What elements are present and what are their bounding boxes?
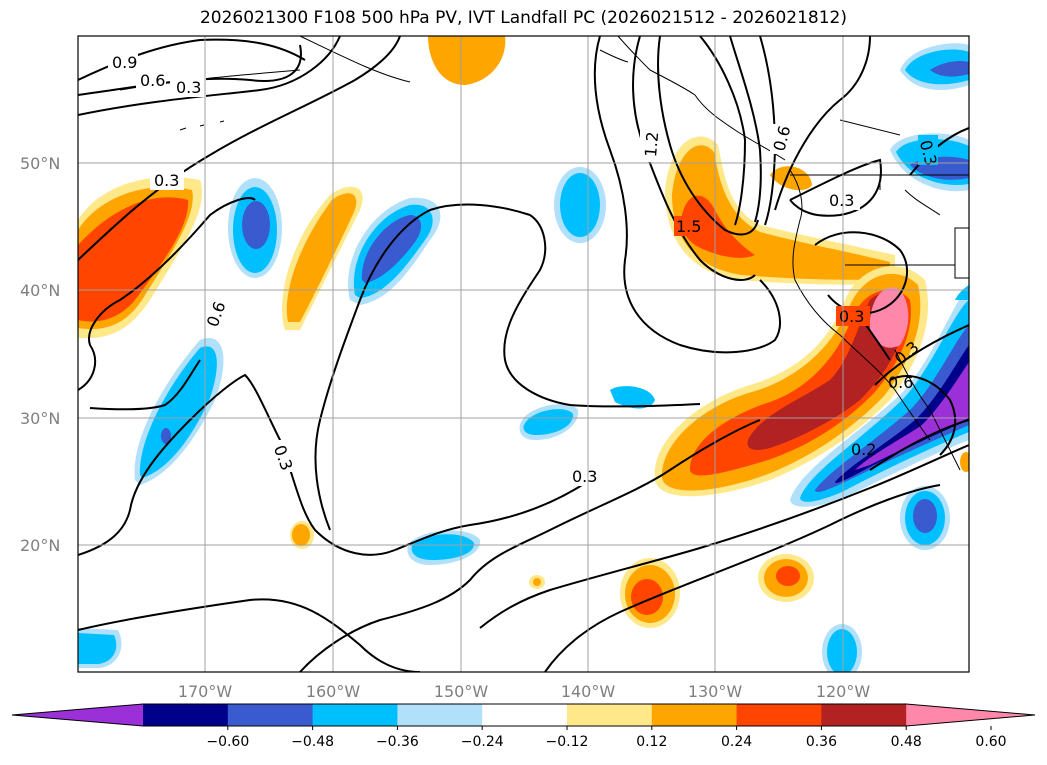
colorbar-tick-label: −0.12 <box>546 734 589 750</box>
coastlines <box>119 36 969 471</box>
colorbar-tick-label: 0.24 <box>721 734 752 750</box>
contour-lines <box>78 36 969 672</box>
contour-label: 0.2 <box>851 440 876 459</box>
lon-label: 150°W <box>434 682 489 701</box>
colorbar-segment <box>312 704 398 726</box>
lon-label: 130°W <box>688 682 743 701</box>
colorbar-segment <box>227 704 314 726</box>
colorbar-tick-label: 0.12 <box>636 734 667 750</box>
colorbar-tick-label: 0.60 <box>975 734 1006 750</box>
contour-label: 0.6 <box>888 373 913 392</box>
colorbar-segment <box>143 704 229 726</box>
lon-label: 140°W <box>561 682 616 701</box>
lon-label: 160°W <box>306 682 361 701</box>
gridlines <box>78 36 969 672</box>
colorbar-extend-low <box>12 704 143 726</box>
colorbar-tick-label: 0.36 <box>806 734 837 750</box>
colorbar-outline <box>11 703 1036 727</box>
contour-label: 1.5 <box>676 217 701 236</box>
colorbar-tick-label: −0.48 <box>291 734 334 750</box>
longitude-labels: 170°W 160°W 150°W 140°W 130°W 120°W <box>178 682 871 701</box>
colorbar-segment <box>821 704 907 726</box>
colorbar-segment <box>736 704 822 726</box>
lat-label: 50°N <box>20 154 60 173</box>
lon-label: 170°W <box>178 682 233 701</box>
contour-label: 0.3 <box>572 467 597 486</box>
colorbar-tick-label: 0.48 <box>891 734 922 750</box>
colorbar-segment <box>567 704 653 726</box>
contour-label: 0.3 <box>176 78 201 97</box>
lat-label: 30°N <box>20 409 60 428</box>
contour-labels: 0.9 0.6 0.3 0.3 0.6 0.3 0.3 1.2 1.5 0.6 … <box>108 52 941 486</box>
shaded-fields <box>78 36 969 672</box>
latitude-labels: 50°N 40°N 30°N 20°N <box>20 154 60 555</box>
colorbar-tick-label: −0.60 <box>206 734 249 750</box>
lat-label: 40°N <box>20 281 60 300</box>
colorbar-tick-label: −0.36 <box>376 734 419 750</box>
colorbar-segment <box>651 704 738 726</box>
contour-label: 0.6 <box>140 71 165 90</box>
colorbar-tick-label: −0.24 <box>461 734 504 750</box>
contour-label: 0.9 <box>112 53 137 72</box>
lon-label: 120°W <box>816 682 871 701</box>
map-frame <box>77 35 970 673</box>
contour-label: 0.3 <box>829 191 854 210</box>
contour-label: 1.2 <box>641 131 662 158</box>
lat-label: 20°N <box>20 536 60 555</box>
colorbar: −0.60 −0.48 −0.36 −0.24 −0.12 0.12 0.24 0.36 0.4… <box>11 703 1036 750</box>
contour-label: 0.3 <box>839 307 864 326</box>
colorbar-extend-high <box>906 704 1035 726</box>
colorbar-segment <box>397 704 483 726</box>
colorbar-segment <box>482 704 568 726</box>
contour-label: 0.3 <box>154 171 179 190</box>
map-title: 2026021300 F108 500 hPa PV, IVT Landfall… <box>199 8 847 28</box>
